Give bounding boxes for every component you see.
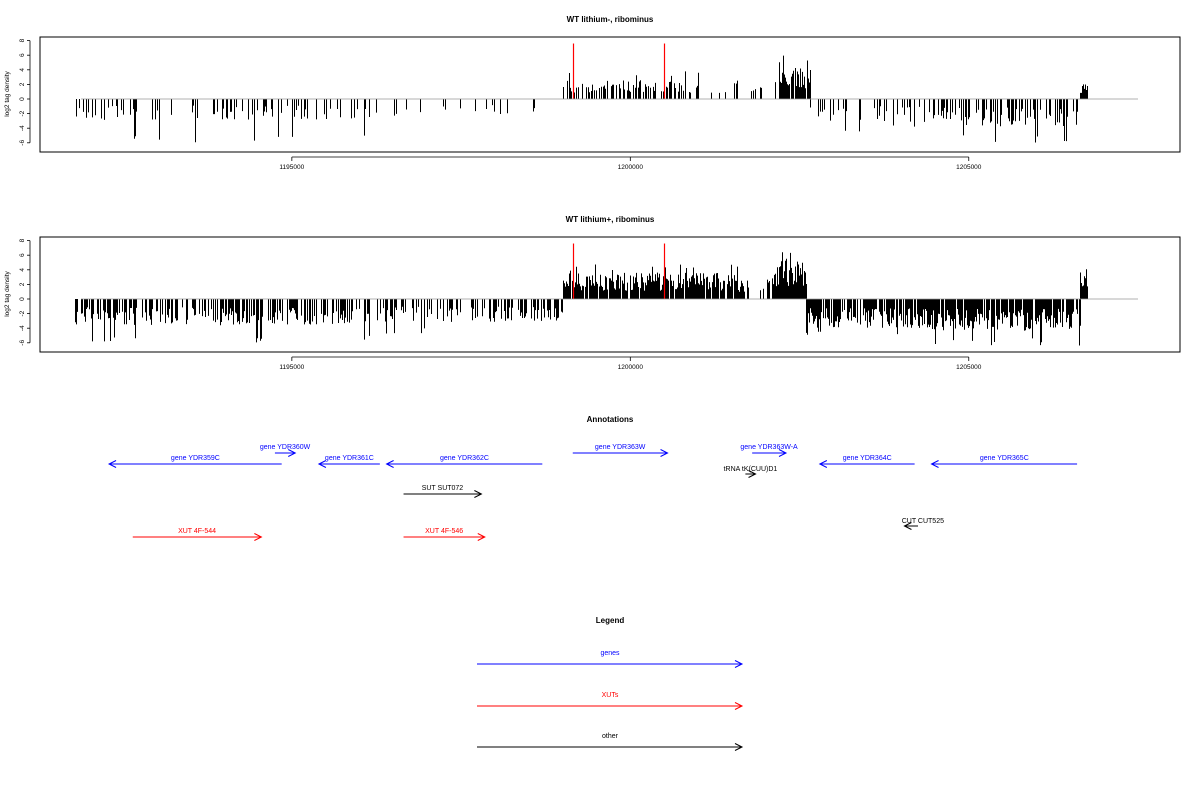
feature-gene-ydr363w: gene YDR363W [572,444,669,457]
density-bars [75,252,1088,346]
density-bars [76,55,1088,143]
feature-arrow [274,449,297,457]
legend-title: Legend [596,616,625,625]
feature-arrow [107,460,282,468]
track-panel-lithium-minus: WT lithium-, ribominus log2 tag density … [4,15,1181,171]
x-tick-label: 1205000 [956,164,982,171]
feature-arrow [317,460,380,468]
feature-arrow [572,449,669,457]
feature-cut-cut525: CUT CUT525 [902,518,944,530]
y-tick-label: 6 [19,53,26,57]
x-axis: 1195000 1200000 1205000 [279,356,982,371]
legend-arrow [477,702,744,710]
y-tick-label: 2 [19,82,26,86]
y-tick-label: 0 [19,97,26,101]
y-tick-label: -6 [19,340,26,346]
feature-label: gene YDR359C [171,455,220,462]
y-tick-label: 8 [19,238,26,242]
feature-label: CUT CUT525 [902,518,944,525]
feature-gene-ydr364c: gene YDR364C [818,455,915,468]
legend-items: genes XUTs other [477,650,744,751]
feature-label: gene YDR364C [843,455,892,462]
feature-arrow [903,522,918,530]
feature-gene-ydr361c: gene YDR361C [317,455,380,468]
legend-item-genes: genes [477,650,744,668]
y-tick-label: -6 [19,140,26,146]
track-title: WT lithium+, ribominus [566,215,655,224]
feature-label: gene YDR361C [325,455,374,462]
legend-section: Legend genes XUTs other [477,616,744,751]
legend-label: XUTs [602,692,619,699]
feature-gene-ydr365c: gene YDR365C [930,455,1078,468]
feature-xut-4f-544: XUT 4F-544 [132,528,263,541]
feature-label: XUT 4F-544 [178,528,216,535]
feature-label: gene YDR360W [260,444,311,451]
y-axis-label: log2 tag density [4,70,11,116]
legend-label: genes [600,650,620,657]
y-tick-label: -4 [19,325,26,331]
x-tick-label: 1195000 [279,364,304,371]
y-tick-label: 2 [19,282,26,286]
feature-arrow [403,533,486,541]
annotations-title: Annotations [587,415,634,424]
feature-arrow [132,533,263,541]
legend-arrow [477,660,744,668]
feature-label: tRNA tK(CUU)D1 [724,466,778,473]
feature-arrow [930,460,1078,468]
y-tick-label: 8 [19,38,26,42]
feature-gene-ydr363w-a: gene YDR363W-A [740,444,798,457]
feature-trna-tk-cuu-d1: tRNA tK(CUU)D1 [724,466,778,478]
legend-item-other: other [477,733,744,751]
x-tick-label: 1205000 [956,364,982,371]
legend-label: other [602,733,619,740]
legend-arrow [477,743,744,751]
feature-gene-ydr362c: gene YDR362C [385,455,543,468]
y-tick-label: 4 [19,268,26,272]
feature-label: gene YDR365C [980,455,1029,462]
feature-label: gene YDR363W-A [740,444,798,451]
y-tick-label: -2 [19,110,26,116]
feature-label: XUT 4F-546 [425,528,463,535]
marker-lines [572,43,666,99]
feature-sut-sut072: SUT SUT072 [403,485,483,498]
track-title: WT lithium-, ribominus [567,15,654,24]
feature-arrow [385,460,543,468]
y-tick-label: -2 [19,310,26,316]
feature-label: SUT SUT072 [422,485,464,492]
marker-lines [572,243,666,299]
y-axis: -6 -4 -2 0 2 4 6 8 [19,238,31,346]
legend-item-xuts: XUTs [477,692,744,710]
y-tick-label: 4 [19,68,26,72]
feature-arrow [403,490,483,498]
feature-gene-ydr360w: gene YDR360W [260,444,311,457]
x-tick-label: 1200000 [618,164,644,171]
x-tick-label: 1195000 [279,164,304,171]
feature-list: gene YDR359C gene YDR360W gene YDR361C gene… [107,444,1078,541]
feature-gene-ydr359c: gene YDR359C [107,455,282,468]
plot-frame [39,236,1181,353]
x-axis: 1195000 1200000 1205000 [279,156,982,171]
plot-frame [39,36,1181,153]
feature-label: gene YDR362C [440,455,489,462]
feature-arrow [752,449,788,457]
feature-label: gene YDR363W [595,444,646,451]
feature-xut-4f-546: XUT 4F-546 [403,528,486,541]
x-tick-label: 1200000 [618,364,644,371]
y-tick-label: 6 [19,253,26,257]
feature-arrow [818,460,915,468]
y-axis: -6 -4 -2 0 2 4 6 8 [19,38,31,146]
track-panel-lithium-plus: WT lithium+, ribominus log2 tag density … [4,215,1181,371]
y-tick-label: 0 [19,297,26,301]
y-axis-label: log2 tag density [4,270,11,316]
feature-arrow [745,470,757,478]
y-tick-label: -4 [19,125,26,131]
